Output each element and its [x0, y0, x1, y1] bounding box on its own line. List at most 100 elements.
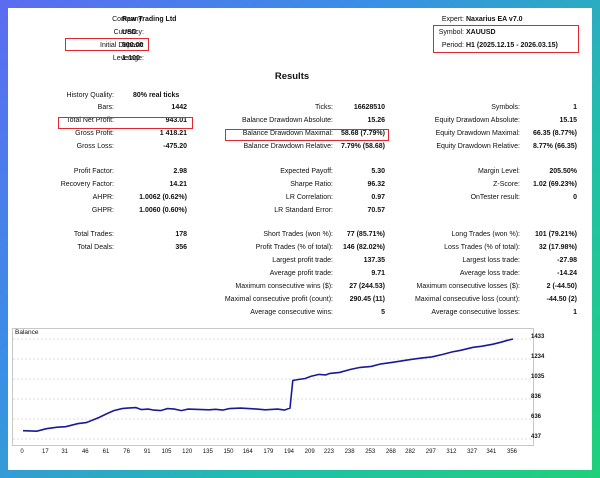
metric-label: Balance Drawdown Absolute: — [241, 117, 333, 124]
metric-label: Ticks: — [314, 104, 333, 111]
drawdown-highlight — [225, 129, 389, 141]
metric-label: Loss Trades (% of total): — [444, 244, 520, 251]
x-tick-label: 194 — [284, 449, 295, 455]
metric-label: Long Trades (won %): — [451, 231, 520, 238]
chart-title: Balance — [15, 329, 39, 336]
metric-label: Balance Drawdown Relative: — [243, 143, 334, 150]
metric-label: Maximum consecutive wins ($): — [235, 283, 333, 290]
company-label: Company: — [112, 16, 144, 23]
metric-value: 2 (-44.50) — [546, 283, 577, 290]
metric-value: 1.0062 (0.62%) — [139, 194, 187, 201]
x-tick-label: 0 — [20, 449, 24, 455]
x-tick-label: 135 — [202, 449, 213, 455]
metric-value: 8.77% (66.35) — [533, 143, 577, 150]
x-tick-label: 327 — [467, 449, 478, 455]
company-value: Raw Trading Ltd — [122, 16, 177, 23]
results-title: Results — [274, 71, 310, 82]
metric-value: 101 (79.21%) — [534, 231, 577, 238]
metric-label: Recovery Factor: — [60, 181, 114, 188]
x-tick-label: 164 — [242, 449, 253, 455]
expert-value: Naxarius EA v7.0 — [466, 16, 523, 23]
metric-value: -475.20 — [163, 143, 187, 150]
symbol-value: XAUUSD — [466, 29, 496, 36]
metric-value: -27.98 — [557, 257, 577, 264]
metric-label: Short Trades (won %): — [263, 231, 333, 238]
metric-value: 96.32 — [367, 181, 385, 188]
x-tick-label: 179 — [263, 449, 274, 455]
metric-value: 77 (85.71%) — [346, 231, 385, 238]
deposit-value: 500.00 — [122, 42, 144, 49]
metric-label: Gross Loss: — [76, 143, 114, 150]
metric-label: Average consecutive losses: — [431, 309, 520, 316]
metric-value: 5 — [381, 309, 385, 316]
x-tick-label: 46 — [81, 449, 89, 455]
metric-value: 0.97 — [371, 194, 385, 201]
x-tick-label: 297 — [425, 449, 436, 455]
x-tick-label: 253 — [365, 449, 376, 455]
metric-value: 1.02 (69.23%) — [533, 181, 577, 188]
y-tick-label: 1234 — [531, 353, 545, 360]
metric-label: LR Standard Error: — [274, 207, 333, 214]
metric-label: Equity Drawdown Maximal: — [435, 130, 520, 137]
metric-label: Total Net Profit: — [66, 117, 114, 124]
metric-value: 16628510 — [353, 104, 385, 111]
x-tick-label: 120 — [182, 449, 193, 455]
metric-label: Profit Factor: — [73, 168, 114, 175]
metric-value: 1.0060 (0.60%) — [139, 207, 187, 214]
x-tick-label: 282 — [405, 449, 416, 455]
y-tick-label: 437 — [531, 434, 542, 440]
metric-value: 1 — [573, 309, 577, 316]
x-tick-label: 341 — [486, 449, 497, 455]
metric-value: 943.01 — [165, 117, 187, 124]
metric-label: AHPR: — [92, 194, 114, 201]
x-tick-label: 209 — [304, 449, 315, 455]
x-tick-label: 268 — [385, 449, 396, 455]
metric-label: GHPR: — [91, 207, 114, 214]
leverage-value: 1:100 — [122, 55, 140, 62]
metric-value: 205.50% — [549, 168, 577, 175]
metric-label: Average consecutive wins: — [250, 309, 333, 316]
balance-line — [22, 338, 514, 433]
metric-label: Largest profit trade: — [272, 257, 333, 264]
metric-label: Symbols: — [491, 104, 520, 111]
metric-label: Margin Level: — [477, 168, 520, 175]
metric-label: Largest loss trade: — [462, 257, 520, 264]
metric-value: 1 — [573, 104, 577, 111]
period-value: H1 (2025.12.15 - 2026.03.15) — [466, 42, 558, 49]
metric-value: -14.24 — [557, 270, 577, 277]
x-tick-label: 150 — [223, 449, 234, 455]
metric-value: 32 (17.98%) — [538, 244, 577, 251]
y-tick-label: 636 — [531, 414, 542, 421]
metric-label: Balance Drawdown Maximal: — [242, 130, 333, 137]
metric-value: 15.15 — [559, 117, 577, 124]
metric-label: Average loss trade: — [459, 270, 520, 277]
period-label: Period: — [441, 42, 464, 49]
metric-label: Maximal consecutive profit (count): — [224, 296, 333, 303]
metric-label: LR Correlation: — [285, 194, 333, 201]
metric-label: Z-Score: — [493, 181, 520, 188]
metric-label: Total Deals: — [77, 244, 114, 251]
metric-value: -44.50 (2) — [546, 296, 577, 303]
x-tick-label: 17 — [42, 449, 49, 455]
metric-label: History Quality: — [66, 92, 114, 99]
metric-value: 137.35 — [363, 257, 385, 264]
symbol-period-highlight — [433, 25, 579, 53]
metric-value: 5.30 — [371, 168, 385, 175]
metric-label: Equity Drawdown Absolute: — [434, 117, 520, 124]
balance-chart — [12, 328, 534, 446]
metric-label: Total Trades: — [73, 231, 114, 238]
metric-label: Profit Trades (% of total): — [255, 244, 333, 251]
metric-label: Bars: — [97, 104, 114, 111]
y-tick-label: 1035 — [531, 373, 545, 380]
metric-label: Sharpe Ratio: — [290, 181, 333, 188]
currency-label: Currency: — [113, 29, 144, 36]
x-tick-label: 61 — [102, 449, 110, 455]
y-tick-label: 836 — [531, 393, 542, 400]
metric-label: Expected Payoff: — [280, 168, 333, 175]
y-tick-label: 1433 — [531, 334, 545, 340]
metric-value: 27 (244.53) — [349, 283, 385, 290]
metric-value: 146 (82.02%) — [342, 244, 385, 251]
x-tick-label: 356 — [506, 449, 518, 455]
metric-label: Equity Drawdown Relative: — [436, 143, 520, 150]
x-tick-label: 312 — [446, 449, 457, 455]
